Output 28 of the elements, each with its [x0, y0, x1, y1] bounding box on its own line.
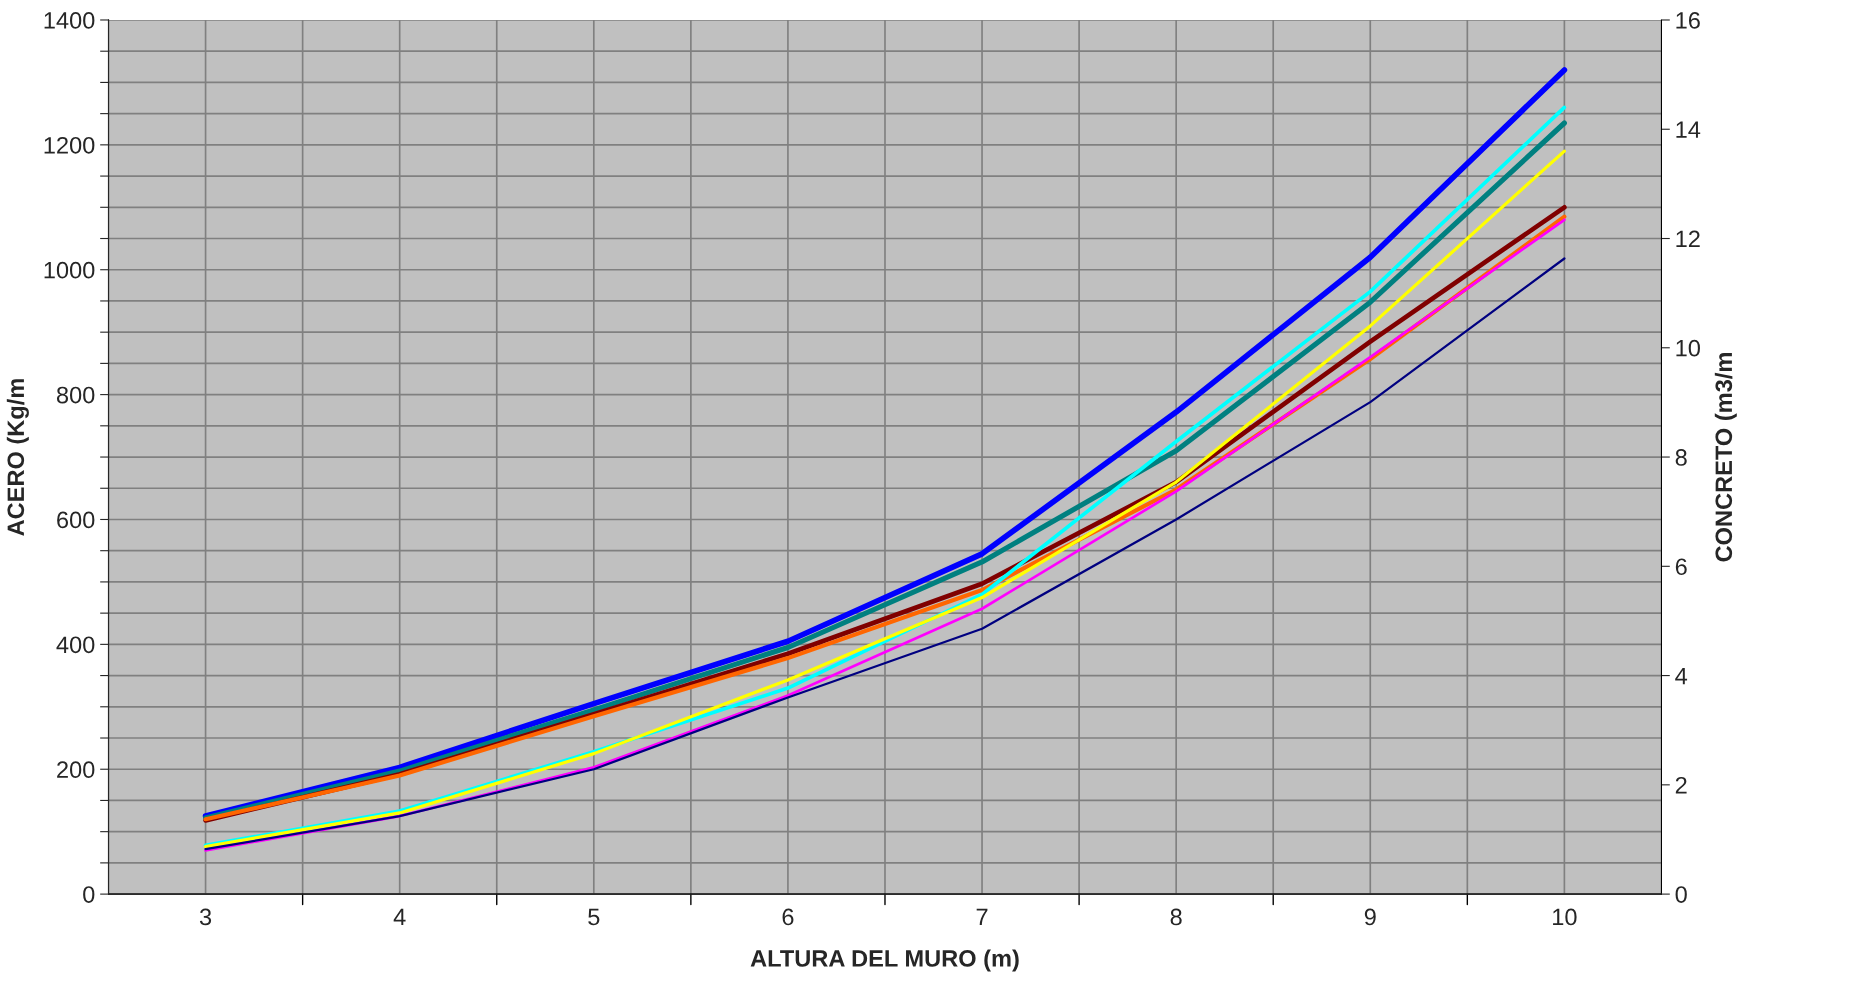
y2-tick-label: 4 [1675, 667, 1688, 685]
y2-tick-label: 6 [1675, 558, 1687, 576]
y-tick-label: 800 [56, 386, 95, 404]
y2-axis-title: CONCRETO (m3/m [1714, 353, 1737, 562]
y2-tick-label: 10 [1676, 339, 1700, 357]
x-tick-label: 6 [782, 908, 794, 926]
y2-tick-label: 12 [1676, 230, 1700, 248]
y-tick-label: 600 [57, 511, 95, 529]
x-tick-label: 3 [199, 908, 212, 926]
x-tick-label: 8 [1170, 908, 1182, 926]
y-axis-title: ACERO (Kg/m [6, 379, 29, 536]
y2-tick-label: 16 [1676, 12, 1700, 29]
y-tick-label: 1200 [44, 136, 95, 154]
x-tick-label: 9 [1364, 908, 1376, 926]
y-tick-label: 1400 [44, 12, 95, 29]
y-tick-label: 400 [56, 636, 95, 654]
x-tick-label: 10 [1553, 908, 1577, 926]
y2-tick-label: 14 [1676, 121, 1701, 138]
x-tick-label: 5 [588, 908, 600, 926]
y2-tick-label: 0 [1675, 886, 1687, 903]
y-tick-label: 1000 [44, 261, 95, 279]
y2-tick-label: 2 [1675, 776, 1687, 794]
y-tick-label: 200 [57, 761, 95, 779]
x-tick-label: 7 [976, 908, 988, 926]
x-axis-title: ALTURA DEL MURO (m) [750, 949, 1019, 972]
x-tick-label: 4 [393, 908, 406, 926]
y-tick-label: 0 [83, 886, 95, 903]
y2-tick-label: 8 [1675, 449, 1687, 466]
